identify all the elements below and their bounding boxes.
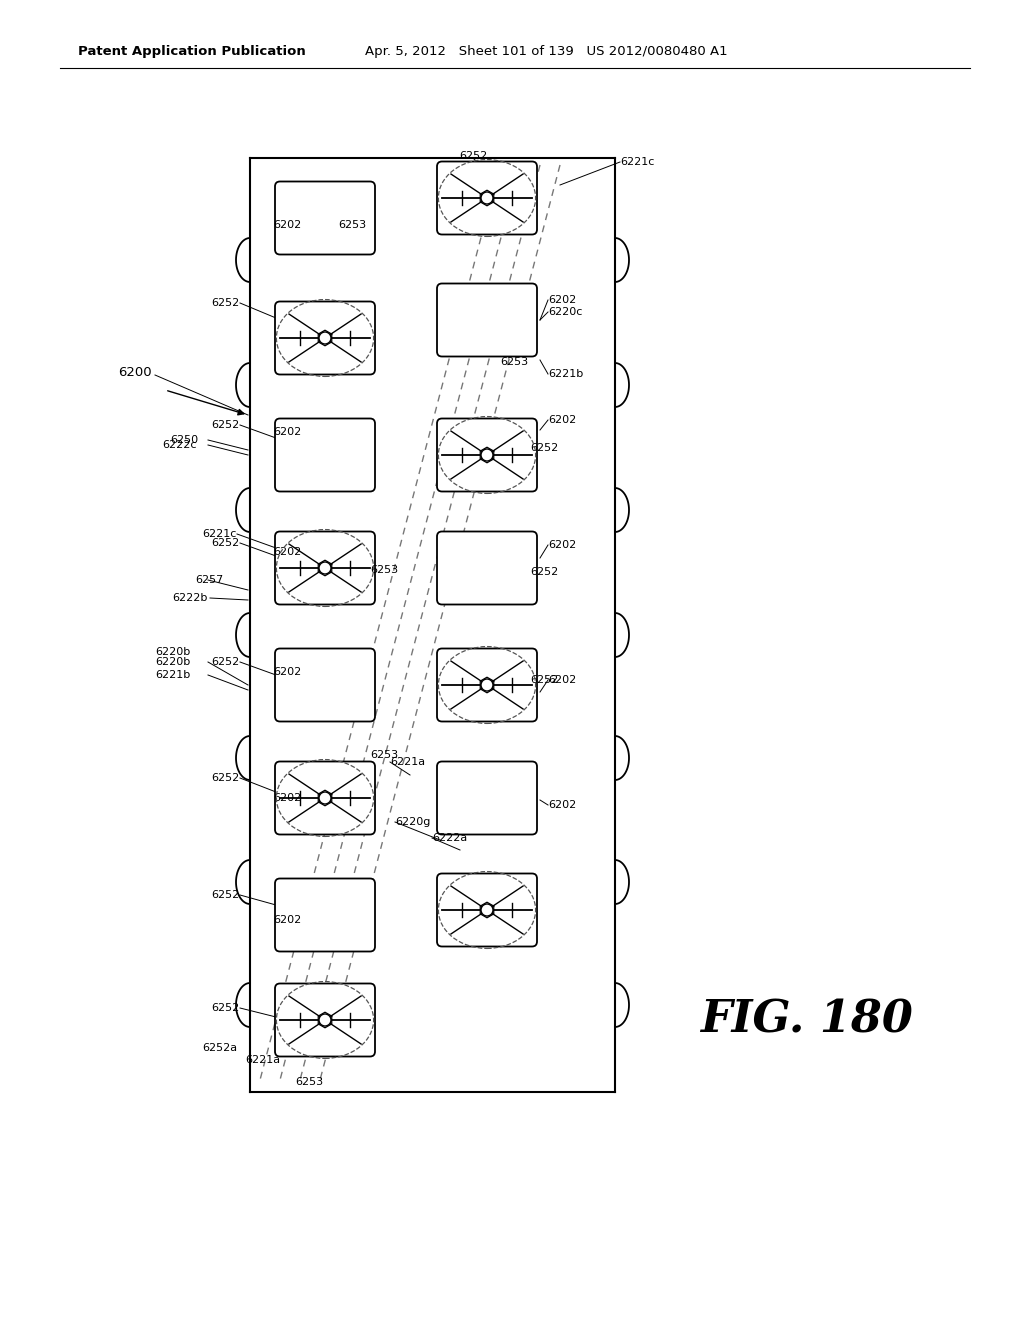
Text: 6202: 6202 [273,220,301,230]
Text: 6220g: 6220g [395,817,430,828]
Text: 6221b: 6221b [155,671,190,680]
Text: 6202: 6202 [548,414,577,425]
Text: 6257: 6257 [195,576,223,585]
Text: 6253: 6253 [338,220,367,230]
Text: 6250: 6250 [170,436,198,445]
FancyBboxPatch shape [437,284,537,356]
Text: 6220b: 6220b [155,647,190,657]
Text: 6202: 6202 [273,915,301,925]
Circle shape [319,1014,331,1026]
Circle shape [319,562,331,574]
FancyBboxPatch shape [275,532,375,605]
Text: 6222b: 6222b [172,593,208,603]
FancyBboxPatch shape [437,161,537,235]
Text: 6221a: 6221a [245,1055,281,1065]
Text: 6252: 6252 [212,420,240,430]
FancyBboxPatch shape [275,762,375,834]
Text: 6221c: 6221c [620,157,654,168]
FancyBboxPatch shape [437,532,537,605]
Text: 6221c: 6221c [203,529,237,539]
Circle shape [481,191,493,205]
FancyBboxPatch shape [437,762,537,834]
Text: FIG. 180: FIG. 180 [700,998,912,1041]
Text: 6222a: 6222a [432,833,467,843]
FancyBboxPatch shape [437,648,537,722]
Circle shape [481,904,493,916]
Text: 6221a: 6221a [390,756,425,767]
Circle shape [319,792,331,804]
FancyBboxPatch shape [275,983,375,1056]
Text: 6253: 6253 [500,356,528,367]
Text: 6252: 6252 [530,568,558,577]
Text: 6252: 6252 [212,1003,240,1012]
FancyBboxPatch shape [275,301,375,375]
Text: 6220b: 6220b [155,657,190,667]
Circle shape [481,449,493,461]
Text: 6252: 6252 [530,444,558,453]
Text: 6253: 6253 [370,565,398,576]
Text: 6252: 6252 [530,675,558,685]
Text: Patent Application Publication: Patent Application Publication [78,45,306,58]
Text: 6252: 6252 [212,774,240,783]
Text: 6252: 6252 [212,890,240,900]
Text: 6252: 6252 [212,539,240,548]
FancyBboxPatch shape [275,418,375,491]
Text: 6252a: 6252a [202,1043,237,1053]
FancyBboxPatch shape [275,181,375,255]
Text: 6252: 6252 [212,298,240,308]
Circle shape [319,333,331,345]
Text: 6200: 6200 [118,366,152,379]
Text: 6252: 6252 [459,150,487,161]
Text: 6220c: 6220c [548,308,583,317]
Text: 6252: 6252 [212,657,240,667]
Text: 6202: 6202 [548,800,577,810]
Text: 6253: 6253 [370,750,398,760]
Text: 6202: 6202 [548,540,577,550]
Text: 6202: 6202 [273,546,301,557]
Text: 6221b: 6221b [548,370,584,379]
Text: 6202: 6202 [273,793,301,803]
Text: 6202: 6202 [548,675,577,685]
Text: 6222c: 6222c [162,440,197,450]
Text: 6202: 6202 [273,426,301,437]
FancyBboxPatch shape [437,418,537,491]
FancyBboxPatch shape [437,874,537,946]
Text: 6202: 6202 [548,294,577,305]
FancyBboxPatch shape [275,648,375,722]
Text: 6202: 6202 [273,667,301,677]
FancyBboxPatch shape [275,879,375,952]
Circle shape [481,678,493,690]
Text: 6253: 6253 [295,1077,324,1086]
Text: Apr. 5, 2012   Sheet 101 of 139   US 2012/0080480 A1: Apr. 5, 2012 Sheet 101 of 139 US 2012/00… [365,45,728,58]
